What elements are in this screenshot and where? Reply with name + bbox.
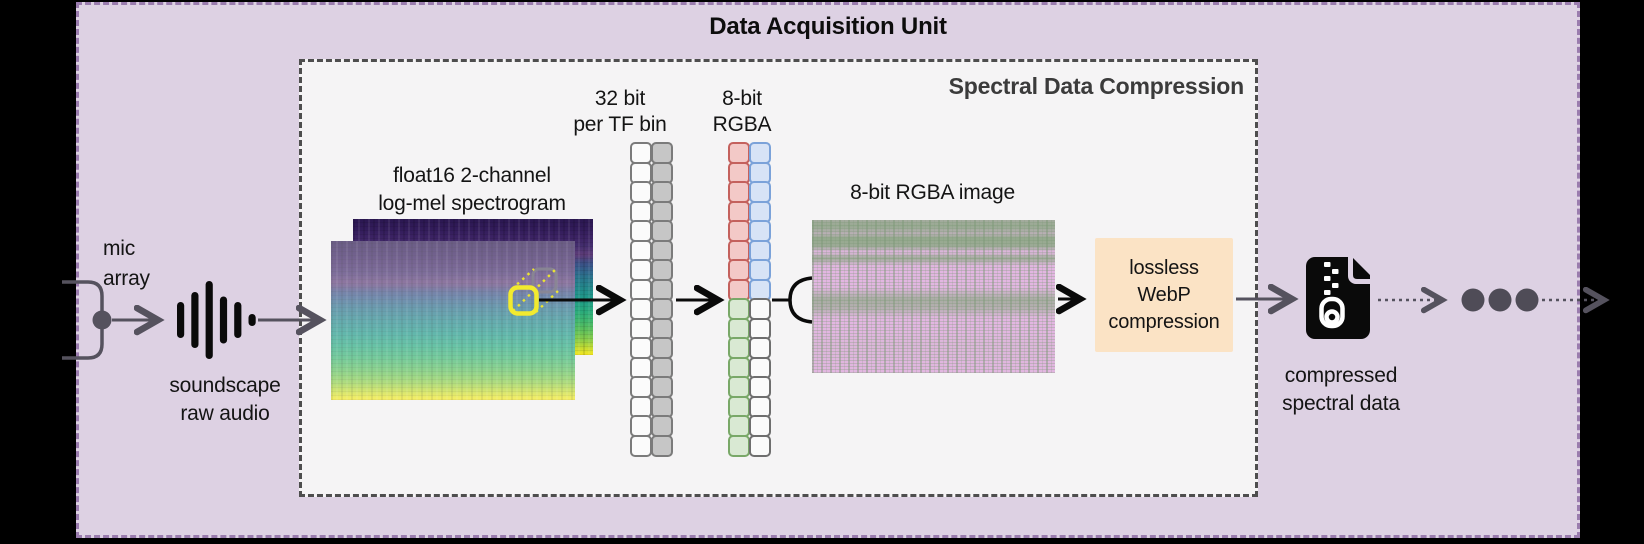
bits32-label: 32 bit per TF bin	[573, 87, 667, 136]
rgba-bits-label: 8-bit RGBA	[712, 87, 772, 136]
bit-cell	[651, 337, 673, 359]
bit-cell	[651, 220, 673, 242]
bit-cell	[749, 181, 771, 203]
spectrogram-label: float16 2-channel log-mel spectrogram	[378, 164, 566, 215]
bit-cell	[728, 142, 750, 164]
bit-cell	[651, 298, 673, 320]
bit-column-red-green	[728, 142, 750, 457]
rgba-image-label: 8-bit RGBA image	[850, 181, 1015, 204]
bit-cell	[728, 259, 750, 281]
bit-column-channel-1	[630, 142, 652, 457]
bit-cell	[749, 337, 771, 359]
bit-cell	[728, 434, 750, 457]
bit-cell	[651, 434, 673, 457]
bit-cell	[728, 376, 750, 398]
bit-cell	[630, 415, 652, 437]
bit-cell	[728, 181, 750, 203]
compressed-spectral-data-label: compressed spectral data	[1282, 364, 1400, 415]
bit-cell	[728, 220, 750, 242]
bit-cell	[728, 298, 750, 320]
log-mel-spectrogram-front	[331, 241, 575, 400]
bit-cell	[749, 415, 771, 437]
bit-cell	[651, 376, 673, 398]
bit-cell	[749, 259, 771, 281]
bit-cell	[651, 142, 673, 164]
bit-cell	[749, 298, 771, 320]
bit-cell	[630, 434, 652, 457]
page-title: Data Acquisition Unit	[709, 13, 947, 40]
bit-cell	[728, 337, 750, 359]
bit-cell	[651, 181, 673, 203]
bit-cell	[630, 376, 652, 398]
inner-box-title: Spectral Data Compression	[948, 73, 1245, 99]
bit-column-channel-2	[651, 142, 673, 457]
soundscape-raw-audio-label: soundscape raw audio	[169, 374, 281, 425]
bit-cell	[630, 259, 652, 281]
mic-array-label: mic array	[103, 237, 150, 290]
webp-compression-box: lossless WebP compression	[1095, 238, 1233, 352]
bit-cell	[749, 220, 771, 242]
bit-cell	[728, 415, 750, 437]
bit-cell	[651, 415, 673, 437]
bit-cell	[749, 142, 771, 164]
bit-cell	[651, 259, 673, 281]
bit-cell	[630, 142, 652, 164]
bit-column-blue-alpha	[749, 142, 771, 457]
bit-cell	[749, 376, 771, 398]
rgba-image	[812, 220, 1055, 373]
bit-cell	[749, 434, 771, 457]
bit-cell	[630, 337, 652, 359]
bit-cell	[630, 298, 652, 320]
bit-cell	[630, 181, 652, 203]
bit-cell	[630, 220, 652, 242]
